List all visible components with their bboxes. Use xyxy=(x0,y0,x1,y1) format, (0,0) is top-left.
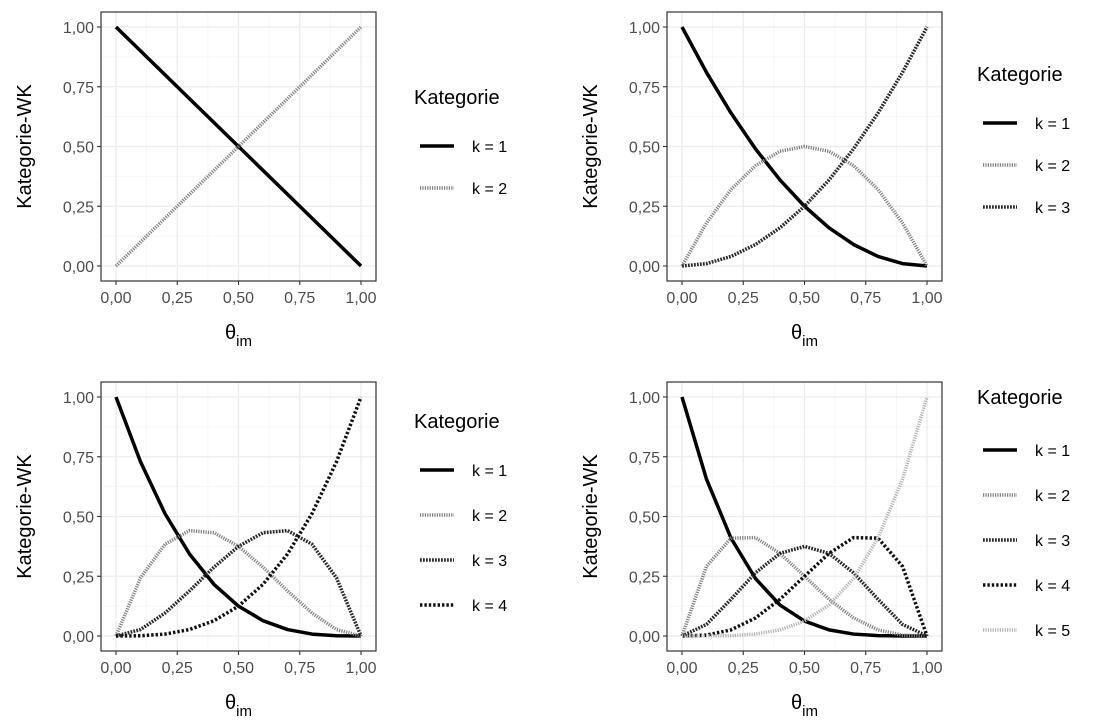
legend: Kategorie k = 1 k = 2 k = 3 k = 4 xyxy=(414,411,507,615)
chart-panel-1: 0,00 0,25 0,50 0,75 1,00 0,00 0,25 0,50 0,75 1,00… xyxy=(14,11,507,350)
y-tick-label: 0,50 xyxy=(629,510,660,527)
x-axis-title: θim xyxy=(791,322,818,350)
x-tick-label: 0,00 xyxy=(666,660,697,677)
x-tick-label: 0,25 xyxy=(728,290,759,307)
y-tick-label: 0,25 xyxy=(63,569,94,586)
y-axis-title: Kategorie-WK xyxy=(14,84,36,209)
series-line-k3 xyxy=(681,26,929,268)
legend-label-k5: k = 5 xyxy=(1035,623,1070,640)
x-axis-title-main: θ xyxy=(225,322,236,344)
legend-label-k1: k = 1 xyxy=(472,139,507,156)
chart-panel-2: 0,00 0,25 0,50 0,75 1,00 0,00 0,25 0,50 0,75 1,00… xyxy=(580,11,1070,350)
y-tick-label: 0,25 xyxy=(63,199,94,216)
x-axis-title-main: θ xyxy=(791,692,802,714)
y-tick-label: 0,00 xyxy=(63,629,94,646)
y-tick-label: 0,25 xyxy=(629,199,660,216)
x-tick-label: 0,50 xyxy=(223,660,254,677)
x-axis-title: θim xyxy=(225,322,252,350)
x-tick-label: 1,00 xyxy=(345,660,376,677)
x-tick-label: 0,75 xyxy=(284,660,315,677)
series-line-k2 xyxy=(680,535,928,638)
x-tick-label: 0,00 xyxy=(666,290,697,307)
y-axis-title: Kategorie-WK xyxy=(580,454,602,579)
x-tick-label: 0,75 xyxy=(284,290,315,307)
legend-title: Kategorie xyxy=(414,87,500,109)
legend-label-k3: k = 3 xyxy=(1035,200,1070,217)
x-axis-title-main: θ xyxy=(225,692,236,714)
chart-panel-3: 0,00 0,25 0,50 0,75 1,00 0,00 0,25 0,50 0,75 1,00… xyxy=(14,381,507,720)
x-tick-label: 0,25 xyxy=(162,660,193,677)
series-line-k5 xyxy=(681,396,929,638)
legend: Kategorie k = 1 k = 2 k = 3 k = 4 k = 5 xyxy=(977,387,1070,640)
series-line-k2 xyxy=(114,25,363,268)
legend-label-k1: k = 1 xyxy=(1035,443,1070,460)
legend-label-k2: k = 2 xyxy=(472,508,507,525)
y-tick-label: 0,50 xyxy=(63,510,94,527)
legend-label-k1: k = 1 xyxy=(1035,116,1070,133)
y-tick-label: 0,00 xyxy=(629,629,660,646)
x-axis-title: θim xyxy=(225,692,252,720)
y-tick-label: 0,25 xyxy=(629,569,660,586)
y-tick-label: 1,00 xyxy=(629,20,660,37)
legend: Kategorie k = 1 k = 2 xyxy=(414,87,507,198)
legend-label-k1: k = 1 xyxy=(472,463,507,480)
y-axis-title: Kategorie-WK xyxy=(14,454,36,579)
legend-label-k3: k = 3 xyxy=(472,553,507,570)
x-axis-title-subscript: im xyxy=(802,703,818,720)
legend: Kategorie k = 1 k = 2 k = 3 xyxy=(977,64,1070,217)
y-tick-label: 1,00 xyxy=(63,390,94,407)
legend-label-k3: k = 3 xyxy=(1035,533,1070,550)
x-tick-label: 0,00 xyxy=(100,660,131,677)
legend-label-k4: k = 4 xyxy=(1035,578,1070,595)
series-line-k1 xyxy=(680,396,928,638)
y-tick-label: 1,00 xyxy=(63,20,94,37)
x-axis-title: θim xyxy=(791,692,818,720)
series-line-k2 xyxy=(680,144,929,267)
x-axis-title-subscript: im xyxy=(236,703,252,720)
x-axis-title-subscript: im xyxy=(236,333,252,350)
y-tick-label: 0,75 xyxy=(63,80,94,97)
x-tick-label: 0,75 xyxy=(850,290,881,307)
legend-label-k2: k = 2 xyxy=(1035,488,1070,505)
x-tick-label: 1,00 xyxy=(911,290,942,307)
x-tick-label: 0,25 xyxy=(162,290,193,307)
legend-title: Kategorie xyxy=(414,411,500,433)
x-tick-label: 0,50 xyxy=(789,290,820,307)
x-tick-label: 0,25 xyxy=(728,660,759,677)
x-tick-label: 0,00 xyxy=(100,290,131,307)
y-tick-label: 0,75 xyxy=(63,450,94,467)
series-line-k4 xyxy=(115,396,363,638)
series-line-k3 xyxy=(115,528,363,638)
x-axis-title-subscript: im xyxy=(802,333,818,350)
y-tick-label: 0,00 xyxy=(63,259,94,276)
legend-label-k2: k = 2 xyxy=(472,181,507,198)
y-axis-title: Kategorie-WK xyxy=(580,84,602,209)
y-tick-label: 0,00 xyxy=(629,259,660,276)
x-tick-label: 1,00 xyxy=(345,290,376,307)
y-tick-label: 0,75 xyxy=(629,80,660,97)
y-tick-label: 0,50 xyxy=(63,140,94,157)
y-tick-label: 1,00 xyxy=(629,390,660,407)
x-axis-title-main: θ xyxy=(791,322,802,344)
series-line-k4 xyxy=(681,535,929,638)
legend-label-k2: k = 2 xyxy=(1035,158,1070,175)
chart-panel-4: 0,00 0,25 0,50 0,75 1,00 0,00 0,25 0,50 0,75 1,00… xyxy=(580,381,1070,720)
y-tick-label: 0,75 xyxy=(629,450,660,467)
x-tick-label: 0,50 xyxy=(223,290,254,307)
x-tick-label: 1,00 xyxy=(911,660,942,677)
legend-label-k4: k = 4 xyxy=(472,598,507,615)
legend-title: Kategorie xyxy=(977,64,1063,86)
series-line-k3 xyxy=(681,544,928,638)
x-tick-label: 0,75 xyxy=(850,660,881,677)
legend-title: Kategorie xyxy=(977,387,1063,409)
y-tick-label: 0,50 xyxy=(629,140,660,157)
x-tick-label: 0,50 xyxy=(789,660,820,677)
